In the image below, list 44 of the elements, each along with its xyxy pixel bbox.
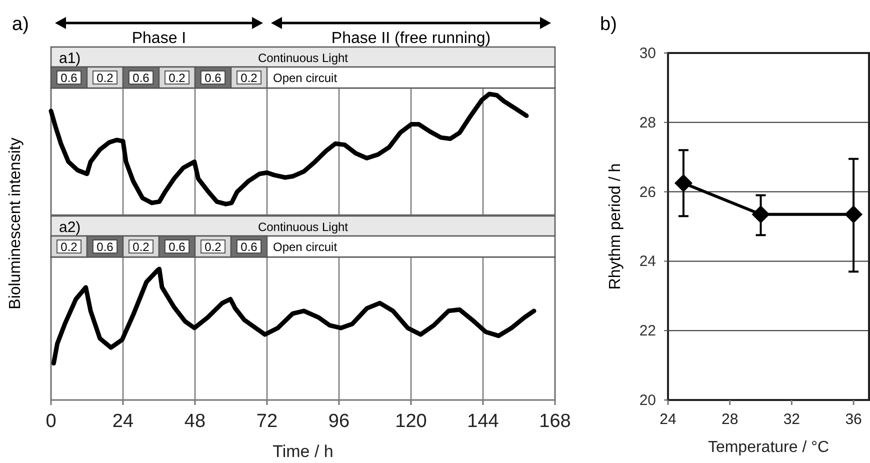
y-tick-label: 24 xyxy=(639,253,656,270)
text: Phase II (free running) xyxy=(331,30,491,47)
text: Open circuit xyxy=(273,71,338,85)
text: 0.2 xyxy=(168,71,186,85)
text: a2) xyxy=(59,219,81,236)
y-tick-label: 28 xyxy=(639,114,656,132)
y-tick-label: 30 xyxy=(639,45,656,62)
text: 0.6 xyxy=(96,240,114,254)
x-axis-title: Time / h xyxy=(272,442,334,461)
x-tick-label: 0 xyxy=(46,411,56,432)
x-tick-label: 28 xyxy=(722,411,738,428)
y-axis-title: Bioluminescent intensity xyxy=(7,138,24,310)
y-tick-label: 20 xyxy=(639,392,656,409)
text: 0.2 xyxy=(204,240,222,254)
x-tick-label: 36 xyxy=(845,411,862,428)
x-tick-label: 120 xyxy=(395,411,427,432)
text: Phase I xyxy=(132,30,186,47)
text: 0.2 xyxy=(60,240,78,254)
x-tick-label: 24 xyxy=(112,411,134,432)
x-tick-label: 48 xyxy=(184,411,206,432)
y-tick-label: 26 xyxy=(639,184,656,201)
text: 0.6 xyxy=(60,71,78,85)
text: Open circuit xyxy=(273,240,338,254)
y-axis-title: Rhythm period / h xyxy=(607,163,624,290)
chart-title: a) xyxy=(12,14,29,35)
text: Continuous Light xyxy=(258,51,349,65)
x-tick-label: 96 xyxy=(328,411,350,432)
x-tick-label: 168 xyxy=(539,411,571,432)
text: Continuous Light xyxy=(258,220,349,234)
y-tick-label: 22 xyxy=(639,322,656,340)
x-tick-label: 144 xyxy=(467,411,500,432)
text: 0.6 xyxy=(132,71,150,85)
x-tick-label: 72 xyxy=(256,411,278,432)
text: 0.6 xyxy=(168,240,186,254)
text: 0.2 xyxy=(132,240,150,254)
x-axis-title: Temperature / °C xyxy=(708,439,830,456)
x-tick-label: 32 xyxy=(783,411,800,428)
text: 0.6 xyxy=(204,71,222,85)
text: a1) xyxy=(59,50,81,67)
text: 0.2 xyxy=(240,71,258,85)
text: 0.2 xyxy=(96,71,114,85)
chart-title: b) xyxy=(600,14,617,35)
x-tick-label: 24 xyxy=(660,411,676,428)
text: 0.6 xyxy=(240,240,258,254)
